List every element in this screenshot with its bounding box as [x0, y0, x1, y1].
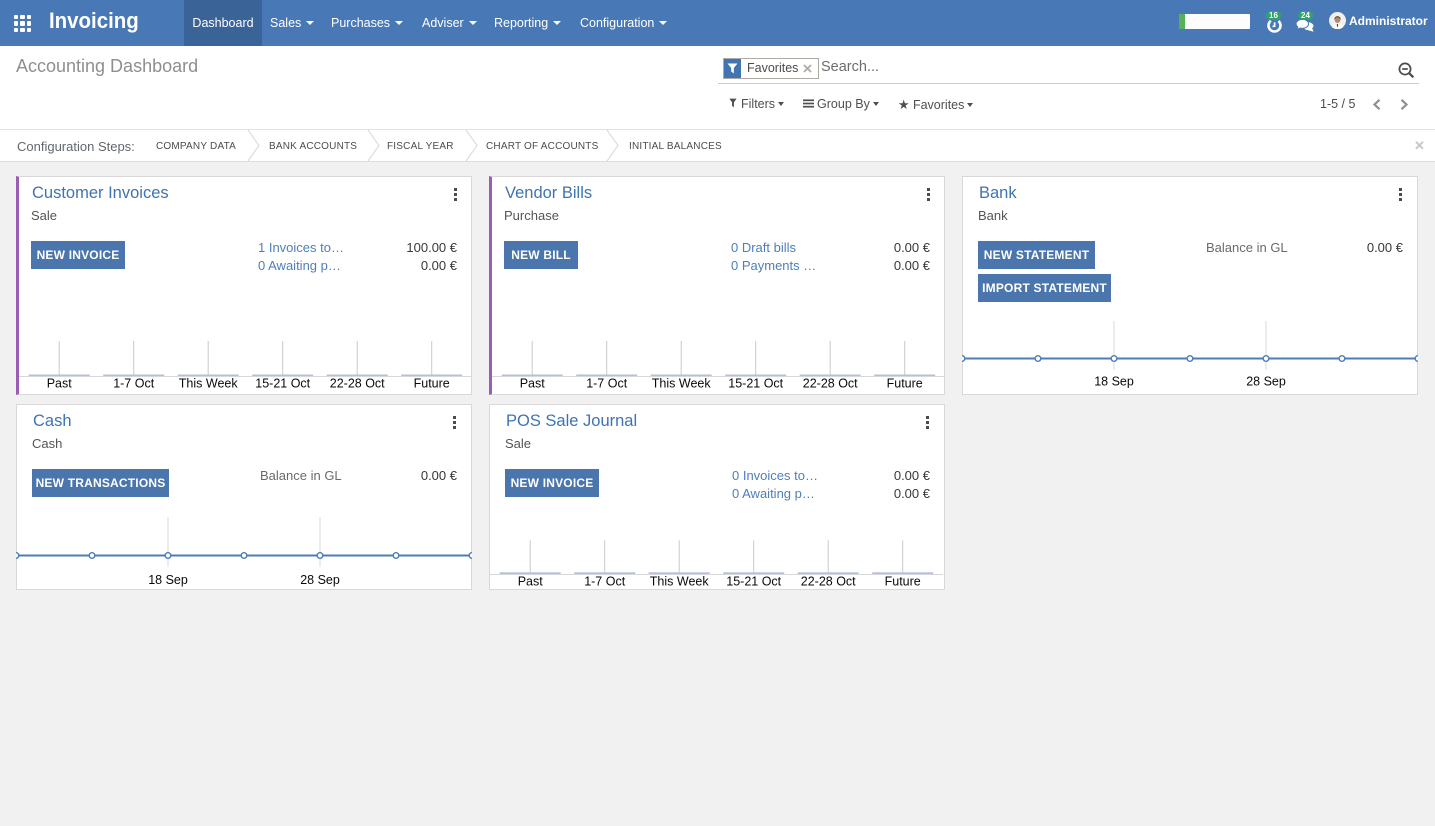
- svg-text:1-7 Oct: 1-7 Oct: [586, 377, 628, 391]
- svg-text:This Week: This Week: [652, 377, 712, 391]
- svg-text:15-21 Oct: 15-21 Oct: [726, 575, 781, 589]
- svg-text:28 Sep: 28 Sep: [300, 573, 340, 587]
- svg-text:Future: Future: [414, 377, 450, 391]
- svg-text:22-28 Oct: 22-28 Oct: [801, 575, 856, 589]
- svg-text:This Week: This Week: [650, 575, 710, 589]
- svg-text:15-21 Oct: 15-21 Oct: [255, 377, 310, 391]
- svg-text:Future: Future: [885, 575, 921, 589]
- svg-text:1-7 Oct: 1-7 Oct: [584, 575, 626, 589]
- svg-text:22-28 Oct: 22-28 Oct: [803, 377, 858, 391]
- svg-text:This Week: This Week: [179, 377, 239, 391]
- svg-text:Future: Future: [887, 377, 923, 391]
- svg-text:Past: Past: [520, 377, 546, 391]
- svg-text:1-7 Oct: 1-7 Oct: [113, 377, 155, 391]
- svg-text:Past: Past: [47, 377, 73, 391]
- svg-text:15-21 Oct: 15-21 Oct: [728, 377, 783, 391]
- svg-text:22-28 Oct: 22-28 Oct: [330, 377, 385, 391]
- svg-text:28 Sep: 28 Sep: [1246, 375, 1286, 389]
- svg-text:18 Sep: 18 Sep: [148, 573, 188, 587]
- svg-text:18 Sep: 18 Sep: [1094, 375, 1134, 389]
- svg-text:Past: Past: [518, 575, 544, 589]
